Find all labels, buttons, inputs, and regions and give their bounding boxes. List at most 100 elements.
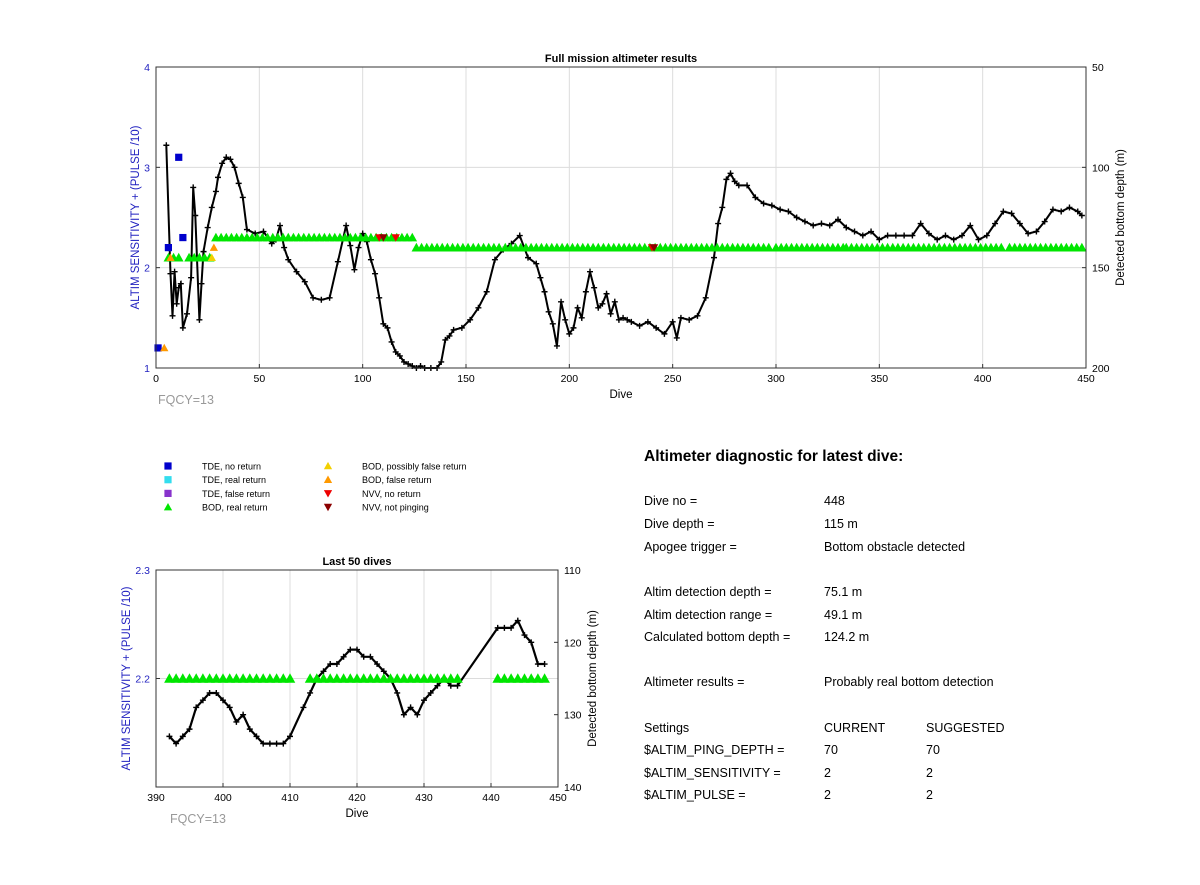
tde-no-returnmarker bbox=[179, 233, 187, 242]
depth-point bbox=[219, 160, 226, 167]
depth-point bbox=[260, 228, 267, 235]
bod-real-return-marker bbox=[763, 242, 774, 252]
setting-name: $ALTIM_SENSITIVITY = bbox=[644, 766, 781, 780]
depth-point bbox=[686, 316, 693, 323]
depth-point bbox=[204, 224, 211, 231]
x-axis-label: Dive bbox=[345, 808, 368, 820]
depth-point bbox=[196, 316, 203, 323]
depth-point bbox=[268, 240, 275, 247]
depth-point bbox=[280, 740, 287, 747]
depth-point bbox=[719, 204, 726, 211]
apogee-trigger-value: Bottom obstacle detected bbox=[824, 540, 966, 554]
altim-detection-depth-label: Altim detection depth = bbox=[644, 585, 772, 599]
depth-point bbox=[454, 682, 461, 689]
depth-point bbox=[326, 294, 333, 301]
bod-real-return-marker bbox=[278, 673, 289, 683]
bod-real-return-marker bbox=[351, 673, 363, 683]
depth-point bbox=[179, 324, 186, 331]
depth-point bbox=[570, 324, 577, 331]
depth-point bbox=[367, 653, 374, 660]
depth-point bbox=[414, 711, 421, 718]
depth-point bbox=[785, 208, 792, 215]
bod-real-return-marker bbox=[358, 673, 369, 683]
depth-point bbox=[372, 270, 379, 277]
plot-area bbox=[156, 67, 1086, 368]
legend-label: TDE, false return bbox=[202, 489, 270, 499]
bod-real-return-marker bbox=[512, 673, 524, 683]
bod-false-returnmarker bbox=[166, 253, 175, 261]
depth-point bbox=[483, 288, 490, 295]
calculated-bottom-depth-label: Calculated bottom depth = bbox=[644, 630, 791, 644]
depth-point bbox=[582, 288, 589, 295]
depth-point bbox=[534, 661, 541, 668]
bod-real-return-marker bbox=[505, 673, 517, 683]
x-tick-label: 400 bbox=[214, 792, 232, 804]
depth-point bbox=[301, 278, 308, 285]
depth-point bbox=[446, 332, 453, 339]
x-tick-label: 410 bbox=[281, 792, 299, 804]
depth-point bbox=[574, 304, 581, 311]
legend-label: BOD, real return bbox=[202, 503, 268, 513]
depth-point bbox=[843, 224, 850, 231]
depth-point bbox=[166, 733, 173, 740]
depth-point bbox=[801, 218, 808, 225]
dive-depth-value: 115 m bbox=[824, 517, 858, 531]
depth-point bbox=[673, 334, 680, 341]
depth-point bbox=[334, 258, 341, 265]
last-50-dives-chart: 390 400 410 420 430 440 450 2.2 2.3 110 120 130 140 L… bbox=[121, 556, 599, 826]
bod-real-return-marker bbox=[398, 673, 410, 683]
bod-real-return-marker bbox=[378, 673, 390, 683]
depth-point bbox=[240, 711, 247, 718]
depth-point bbox=[735, 182, 742, 189]
depth-point bbox=[884, 232, 891, 239]
depth-point bbox=[246, 726, 253, 733]
depth-point bbox=[233, 718, 240, 725]
depth-point bbox=[591, 284, 598, 291]
bod-real-return-marker bbox=[494, 242, 504, 252]
bod-real-return-marker bbox=[251, 673, 262, 683]
depth-point bbox=[199, 697, 206, 704]
bod-real-return-marker bbox=[244, 673, 256, 683]
depth-point bbox=[184, 310, 190, 317]
depth-point bbox=[220, 697, 226, 704]
legend-marker bbox=[323, 490, 333, 498]
depth-point bbox=[562, 316, 569, 323]
depth-point bbox=[407, 704, 414, 711]
depth-point bbox=[607, 310, 614, 317]
depth-point bbox=[661, 330, 668, 337]
depth-point bbox=[917, 220, 924, 227]
depth-point bbox=[223, 154, 230, 161]
bod-real-return-marker bbox=[452, 673, 463, 683]
depth-point bbox=[501, 624, 508, 631]
depth-point bbox=[340, 653, 347, 660]
depth-point bbox=[206, 689, 213, 696]
depth-point bbox=[727, 170, 734, 177]
bod-real-return-marker bbox=[170, 673, 182, 683]
depth-point bbox=[566, 330, 573, 337]
depth-point bbox=[171, 268, 178, 275]
x-tick-label: 400 bbox=[974, 373, 992, 385]
depth-point bbox=[198, 280, 205, 287]
depth-point bbox=[868, 228, 875, 235]
tde-no-returnmarker bbox=[164, 244, 172, 252]
legend-label: BOD, false return bbox=[362, 475, 432, 485]
y2-tick-label: 130 bbox=[564, 710, 582, 722]
bod-real-return-marker bbox=[217, 673, 229, 683]
bod-real-return-marker bbox=[311, 673, 323, 683]
y2-tick-label: 200 bbox=[1092, 363, 1110, 375]
depth-point bbox=[1008, 210, 1015, 217]
depth-point bbox=[374, 661, 381, 668]
x-tick-label: 250 bbox=[664, 373, 682, 385]
depth-point bbox=[1074, 208, 1081, 215]
bod-real-return-marker bbox=[331, 673, 343, 683]
depth-point bbox=[235, 180, 242, 187]
depth-point bbox=[508, 624, 515, 631]
depth-point bbox=[193, 704, 200, 711]
depth-point bbox=[636, 322, 643, 329]
legend-marker bbox=[164, 462, 172, 470]
depth-point bbox=[851, 228, 858, 235]
depth-point bbox=[281, 244, 288, 251]
depth-point bbox=[438, 358, 445, 365]
y-tick-label: 4 bbox=[144, 62, 150, 74]
depth-point bbox=[752, 194, 759, 201]
